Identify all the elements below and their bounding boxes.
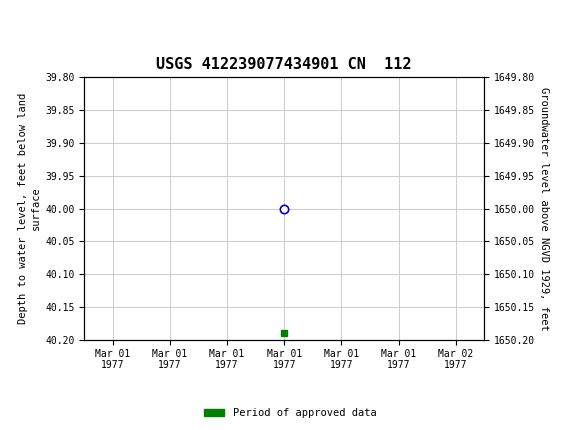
Y-axis label: Depth to water level, feet below land
surface: Depth to water level, feet below land su… <box>19 93 41 324</box>
Text: ≡: ≡ <box>9 7 24 31</box>
Title: USGS 412239077434901 CN  112: USGS 412239077434901 CN 112 <box>157 57 412 72</box>
Text: USGS: USGS <box>32 10 92 29</box>
Y-axis label: Groundwater level above NGVD 1929, feet: Groundwater level above NGVD 1929, feet <box>539 87 549 330</box>
Legend: Period of approved data: Period of approved data <box>200 404 380 423</box>
